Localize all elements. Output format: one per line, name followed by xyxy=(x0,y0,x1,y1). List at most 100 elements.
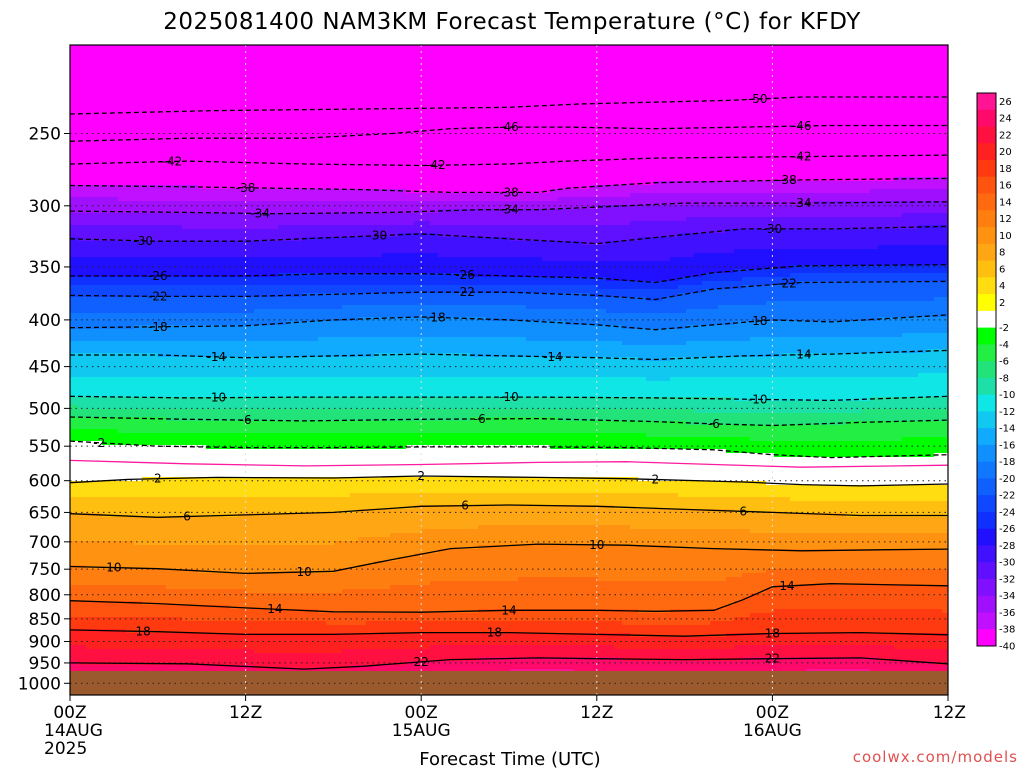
field-cell xyxy=(270,65,279,70)
field-cell xyxy=(222,653,231,658)
field-cell xyxy=(278,341,287,346)
field-cell xyxy=(206,545,215,550)
field-cell xyxy=(278,65,287,70)
field-cell xyxy=(150,225,159,230)
field-cell xyxy=(126,153,135,158)
field-cell xyxy=(190,537,199,542)
field-cell xyxy=(78,289,87,294)
field-cell xyxy=(206,637,215,642)
field-cell xyxy=(214,453,223,458)
field-cell xyxy=(70,281,79,286)
field-cell xyxy=(286,221,295,226)
field-cell xyxy=(142,213,151,218)
field-cell xyxy=(118,649,127,654)
field-cell xyxy=(286,481,295,486)
field-cell xyxy=(182,197,191,202)
field-cell xyxy=(110,505,119,510)
field-cell xyxy=(102,429,111,434)
field-cell xyxy=(294,221,303,226)
field-cell xyxy=(134,653,143,658)
field-cell xyxy=(198,101,207,106)
field-cell xyxy=(134,501,143,506)
field-cell xyxy=(254,597,263,602)
field-cell xyxy=(86,585,95,590)
field-cell xyxy=(270,657,279,662)
field-cell xyxy=(110,169,119,174)
field-cell xyxy=(174,129,183,134)
field-cell xyxy=(310,385,319,390)
field-cell xyxy=(126,117,135,122)
field-cell xyxy=(94,505,103,510)
field-cell xyxy=(214,201,223,206)
field-cell xyxy=(286,349,295,354)
field-cell xyxy=(222,157,231,162)
field-cell xyxy=(94,53,103,58)
field-cell xyxy=(310,261,319,266)
field-cell xyxy=(286,365,295,370)
field-cell xyxy=(262,285,271,290)
field-cell xyxy=(214,269,223,274)
field-cell xyxy=(238,365,247,370)
field-cell xyxy=(78,157,87,162)
field-cell xyxy=(110,381,119,386)
field-cell xyxy=(166,501,175,506)
field-cell xyxy=(174,233,183,238)
field-cell xyxy=(230,453,239,458)
field-cell xyxy=(206,321,215,326)
field-cell xyxy=(278,45,287,50)
field-cell xyxy=(142,469,151,474)
field-cell xyxy=(110,277,119,282)
field-cell xyxy=(302,129,311,134)
field-cell xyxy=(182,457,191,462)
field-cell xyxy=(246,589,255,594)
field-cell xyxy=(262,105,271,110)
field-cell xyxy=(310,201,319,206)
field-cell xyxy=(190,301,199,306)
field-cell xyxy=(174,553,183,558)
field-cell xyxy=(278,193,287,198)
field-cell xyxy=(238,281,247,286)
field-cell xyxy=(102,621,111,626)
field-cell xyxy=(174,649,183,654)
field-cell xyxy=(198,269,207,274)
field-cell xyxy=(126,173,135,178)
field-cell xyxy=(278,577,287,582)
field-cell xyxy=(262,457,271,462)
field-cell xyxy=(158,233,167,238)
field-cell xyxy=(142,97,151,102)
field-cell xyxy=(246,233,255,238)
field-cell xyxy=(198,165,207,170)
field-cell xyxy=(70,305,79,310)
field-cell xyxy=(94,637,103,642)
field-cell xyxy=(230,121,239,126)
field-cell xyxy=(118,589,127,594)
field-cell xyxy=(126,649,135,654)
field-cell xyxy=(222,329,231,334)
field-cell xyxy=(190,81,199,86)
field-cell xyxy=(262,429,271,434)
field-cell xyxy=(174,633,183,638)
field-cell xyxy=(222,177,231,182)
field-cell xyxy=(102,213,111,218)
field-cell xyxy=(174,93,183,98)
field-cell xyxy=(126,517,135,522)
field-cell xyxy=(278,453,287,458)
field-cell xyxy=(270,401,279,406)
field-cell xyxy=(174,117,183,122)
field-cell xyxy=(262,309,271,314)
field-cell xyxy=(254,425,263,430)
field-cell xyxy=(302,473,311,478)
field-cell xyxy=(190,437,199,442)
field-cell xyxy=(134,221,143,226)
field-cell xyxy=(310,297,319,302)
field-cell xyxy=(78,465,87,470)
field-cell xyxy=(262,269,271,274)
field-cell xyxy=(134,361,143,366)
field-cell xyxy=(198,361,207,366)
field-cell xyxy=(102,553,111,558)
field-cell xyxy=(230,613,239,618)
field-cell xyxy=(86,297,95,302)
field-cell xyxy=(206,165,215,170)
field-cell xyxy=(70,449,79,454)
field-cell xyxy=(190,129,199,134)
